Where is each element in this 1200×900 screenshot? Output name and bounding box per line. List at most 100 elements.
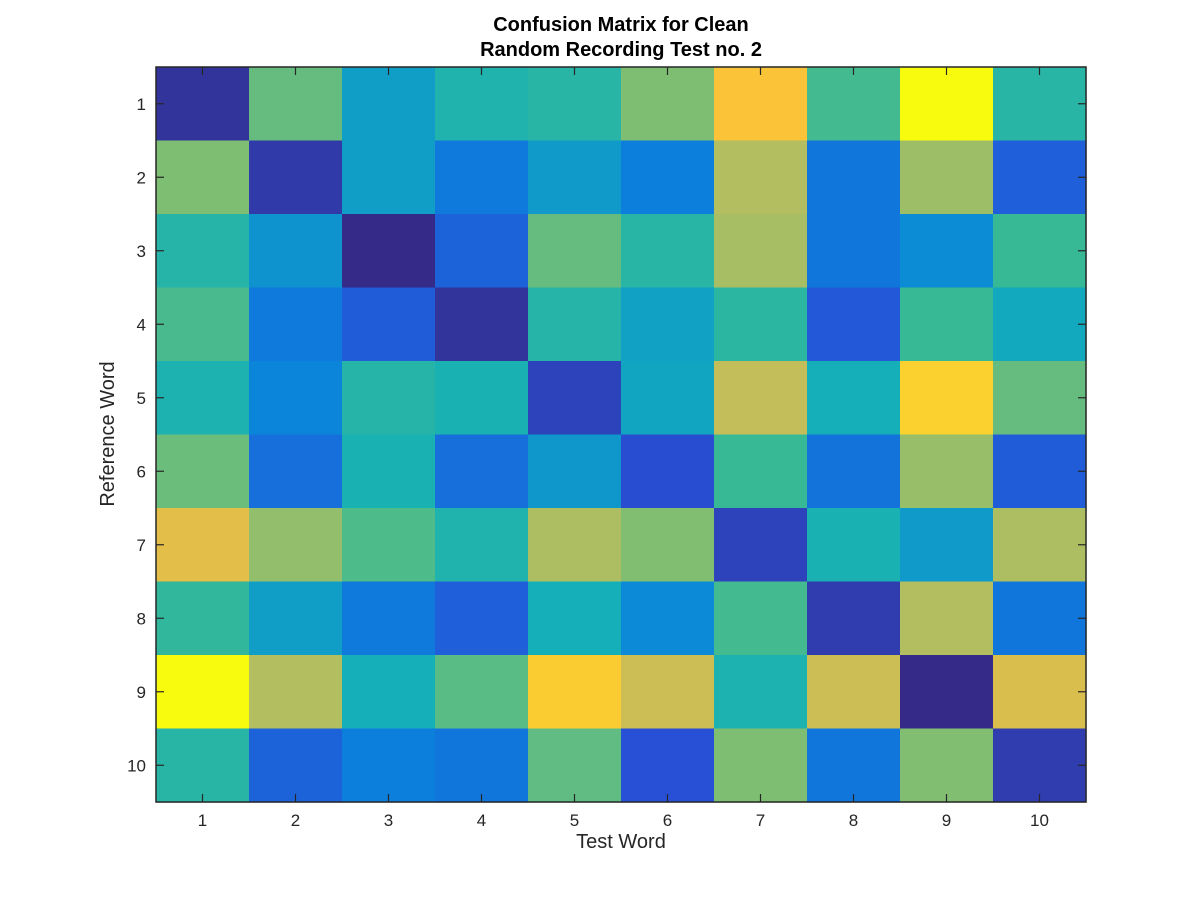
y-tick-label: 6 [137,462,146,481]
heatmap-cell-r6-c8 [807,434,901,509]
heatmap-cell-r7-c6 [621,508,715,583]
heatmap-cell-r9-c4 [435,655,529,730]
heatmap-cell-r1-c5 [528,67,622,142]
heatmap-cell-r6-c6 [621,434,715,509]
heatmap-cell-r10-c7 [714,728,808,803]
heatmap-cell-r6-c5 [528,434,622,509]
heatmap-cell-r9-c9 [900,655,994,730]
heatmap-cell-r2-c6 [621,140,715,215]
heatmap-cell-r4-c7 [714,287,808,362]
heatmap-cell-r7-c2 [249,508,343,583]
heatmap-cell-r3-c7 [714,214,808,289]
heatmap-cell-r8-c4 [435,581,529,656]
heatmap-cell-r6-c2 [249,434,343,509]
heatmap-cell-r5-c2 [249,361,343,436]
heatmap-cell-r1-c1 [156,67,250,142]
y-tick-label: 4 [137,315,146,334]
heatmap-cell-r2-c1 [156,140,250,215]
heatmap-cell-r9-c8 [807,655,901,730]
x-tick-label: 1 [198,811,207,830]
y-tick-label: 2 [137,168,146,187]
heatmap-cell-r7-c5 [528,508,622,583]
heatmap-cell-r8-c3 [342,581,436,656]
heatmap-cell-r2-c9 [900,140,994,215]
x-tick-label: 2 [291,811,300,830]
heatmap-cell-r10-c8 [807,728,901,803]
heatmap-cell-r1-c9 [900,67,994,142]
heatmap-cell-r1-c4 [435,67,529,142]
x-tick-label: 7 [756,811,765,830]
axes-box [155,66,1087,803]
heatmap-cell-r4-c9 [900,287,994,362]
heatmap-cell-r2-c2 [249,140,343,215]
heatmap-cell-r9-c10 [993,655,1087,730]
heatmap-cell-r3-c1 [156,214,250,289]
heatmap-cell-r8-c8 [807,581,901,656]
heatmap-cell-r5-c1 [156,361,250,436]
heatmap-cell-r8-c7 [714,581,808,656]
heatmap-cell-r8-c6 [621,581,715,656]
y-tick-label: 3 [137,242,146,261]
heatmap-cell-r8-c9 [900,581,994,656]
x-tick-label: 5 [570,811,579,830]
heatmap-cell-r9-c7 [714,655,808,730]
y-tick-label: 10 [127,756,146,775]
x-tick-label: 6 [663,811,672,830]
heatmap-cell-r2-c5 [528,140,622,215]
y-tick-label: 9 [137,683,146,702]
heatmap-cell-r9-c3 [342,655,436,730]
heatmap-cell-r10-c5 [528,728,622,803]
heatmap-cell-r9-c2 [249,655,343,730]
heatmap-cell-r6-c4 [435,434,529,509]
heatmap-cell-r3-c10 [993,214,1087,289]
heatmap-cell-r6-c1 [156,434,250,509]
heatmap-cell-r1-c8 [807,67,901,142]
heatmap-cells [156,67,1087,803]
heatmap-cell-r2-c4 [435,140,529,215]
heatmap-cell-r4-c1 [156,287,250,362]
heatmap-cell-r8-c2 [249,581,343,656]
heatmap-cell-r3-c8 [807,214,901,289]
x-axis-label: Test Word [576,831,666,853]
x-tick-labels: 1 2 3 4 5 6 7 8 9 10 [198,811,1049,830]
heatmap-cell-r3-c2 [249,214,343,289]
heatmap-cell-r9-c1 [156,655,250,730]
heatmap-cell-r1-c2 [249,67,343,142]
chart-title-line-1: Confusion Matrix for Clean [493,14,749,36]
heatmap-cell-r5-c5 [528,361,622,436]
chart-title-line-2: Random Recording Test no. 2 [480,39,762,61]
heatmap-cell-r2-c8 [807,140,901,215]
heatmap-cell-r10-c3 [342,728,436,803]
heatmap-cell-r10-c6 [621,728,715,803]
heatmap-cell-r7-c10 [993,508,1087,583]
heatmap-cell-r6-c3 [342,434,436,509]
heatmap-cell-r7-c3 [342,508,436,583]
y-tick-label: 1 [137,95,146,114]
heatmap-cell-r8-c1 [156,581,250,656]
heatmap-cell-r4-c3 [342,287,436,362]
y-tick-label: 5 [137,389,146,408]
y-axis-label: Reference Word [97,361,119,506]
heatmap-cell-r4-c10 [993,287,1087,362]
heatmap-cell-r1-c6 [621,67,715,142]
heatmap-cell-r4-c8 [807,287,901,362]
heatmap-cell-r7-c9 [900,508,994,583]
heatmap-cell-r2-c3 [342,140,436,215]
x-tick-label: 3 [384,811,393,830]
heatmap-cell-r3-c6 [621,214,715,289]
y-tick-label: 8 [137,609,146,628]
heatmap-cell-r4-c4 [435,287,529,362]
heatmap-cell-r7-c8 [807,508,901,583]
heatmap-cell-r1-c3 [342,67,436,142]
heatmap-cell-r6-c7 [714,434,808,509]
y-tick-labels: 1 2 3 4 5 6 7 8 9 10 [127,95,146,776]
heatmap-cell-r6-c10 [993,434,1087,509]
heatmap-cell-r9-c6 [621,655,715,730]
x-tick-label: 9 [942,811,951,830]
heatmap-cell-r10-c2 [249,728,343,803]
heatmap-cell-r3-c5 [528,214,622,289]
heatmap-cell-r10-c9 [900,728,994,803]
heatmap-cell-r5-c9 [900,361,994,436]
